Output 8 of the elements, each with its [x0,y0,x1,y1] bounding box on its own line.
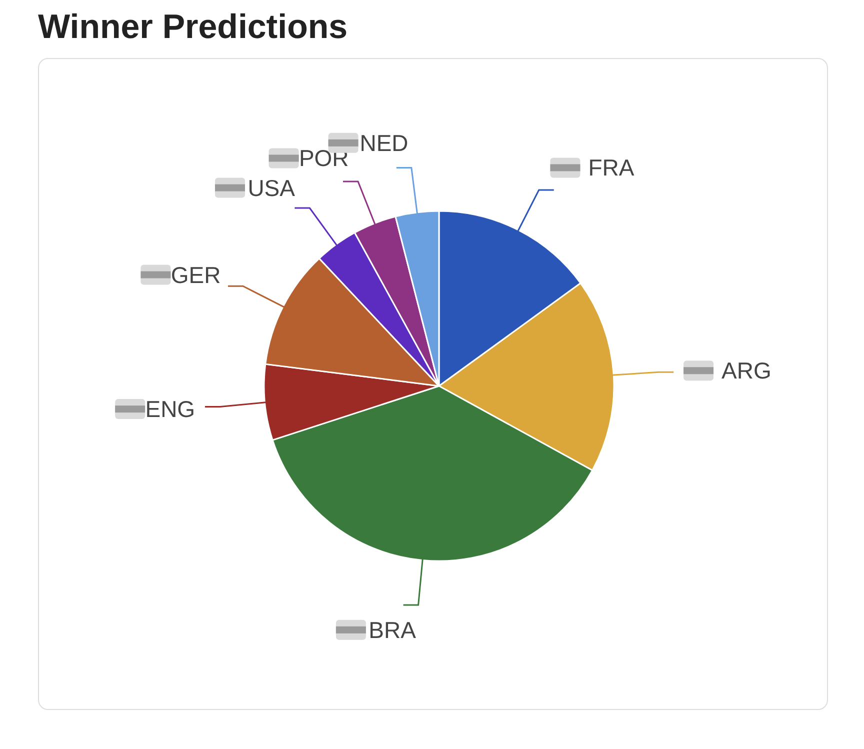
chart-title: Winner Predictions [38,8,349,48]
slice-label: ARG [722,358,772,384]
slice-label: ENG [145,396,196,422]
slice-label: GER [170,262,221,288]
slice-label: FRA [588,154,635,181]
slice-label: USA [248,174,296,201]
slice-label: NED [360,130,408,156]
slice-label: BRA [368,616,417,643]
